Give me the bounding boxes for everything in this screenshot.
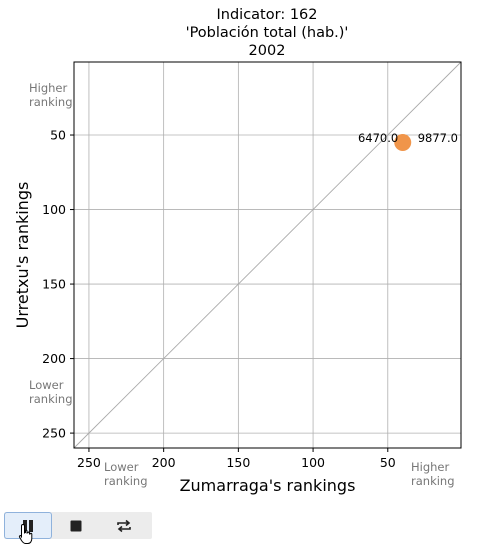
y-lower-ranking-hint: ranking	[29, 392, 73, 406]
point-label-right: 9877.0	[418, 131, 458, 145]
chart-title-line-3: 2002	[249, 43, 286, 59]
chart-title-line-1: Indicator: 162	[217, 7, 318, 23]
pause-icon	[23, 519, 33, 532]
x-lower-ranking-hint: ranking	[104, 474, 148, 488]
x-tick-label: 100	[301, 455, 325, 470]
y-lower-ranking-hint: Lower	[29, 378, 64, 392]
repeat-button[interactable]	[100, 512, 148, 539]
point-label-left: 6470.0	[358, 131, 398, 145]
y-tick-label: 200	[42, 351, 66, 366]
y-axis-label: Urretxu's rankings	[13, 182, 32, 329]
x-axis-label: Zumarraga's rankings	[180, 476, 356, 495]
y-higher-ranking-hint: Higher	[29, 81, 68, 95]
x-tick-label: 50	[380, 455, 396, 470]
repeat-icon	[117, 519, 131, 532]
x-tick-label: 150	[226, 455, 250, 470]
stop-button[interactable]	[52, 512, 100, 539]
x-higher-ranking-hint: ranking	[411, 474, 455, 488]
diagonal-reference-line	[73, 61, 462, 449]
y-tick-label: 150	[42, 277, 66, 292]
y-higher-ranking-hint: ranking	[29, 95, 73, 109]
y-tick-label: 50	[50, 128, 66, 143]
x-tick-label: 200	[152, 455, 176, 470]
y-tick-label: 250	[42, 426, 66, 441]
x-higher-ranking-hint: Higher	[411, 460, 450, 474]
x-lower-ranking-hint: Lower	[104, 460, 139, 474]
animation-toolbar	[4, 512, 152, 539]
stop-icon	[70, 520, 82, 531]
pause-button[interactable]	[4, 512, 52, 539]
x-tick-label: 250	[77, 455, 101, 470]
chart: Indicator: 162 'Población total (hab.)' 20…	[13, 7, 462, 495]
mouse-pointer-icon	[18, 523, 33, 544]
data-point	[394, 133, 412, 151]
y-tick-label: 100	[42, 202, 66, 217]
plot-frame	[73, 61, 462, 449]
chart-title-line-2: 'Población total (hab.)'	[186, 25, 349, 41]
